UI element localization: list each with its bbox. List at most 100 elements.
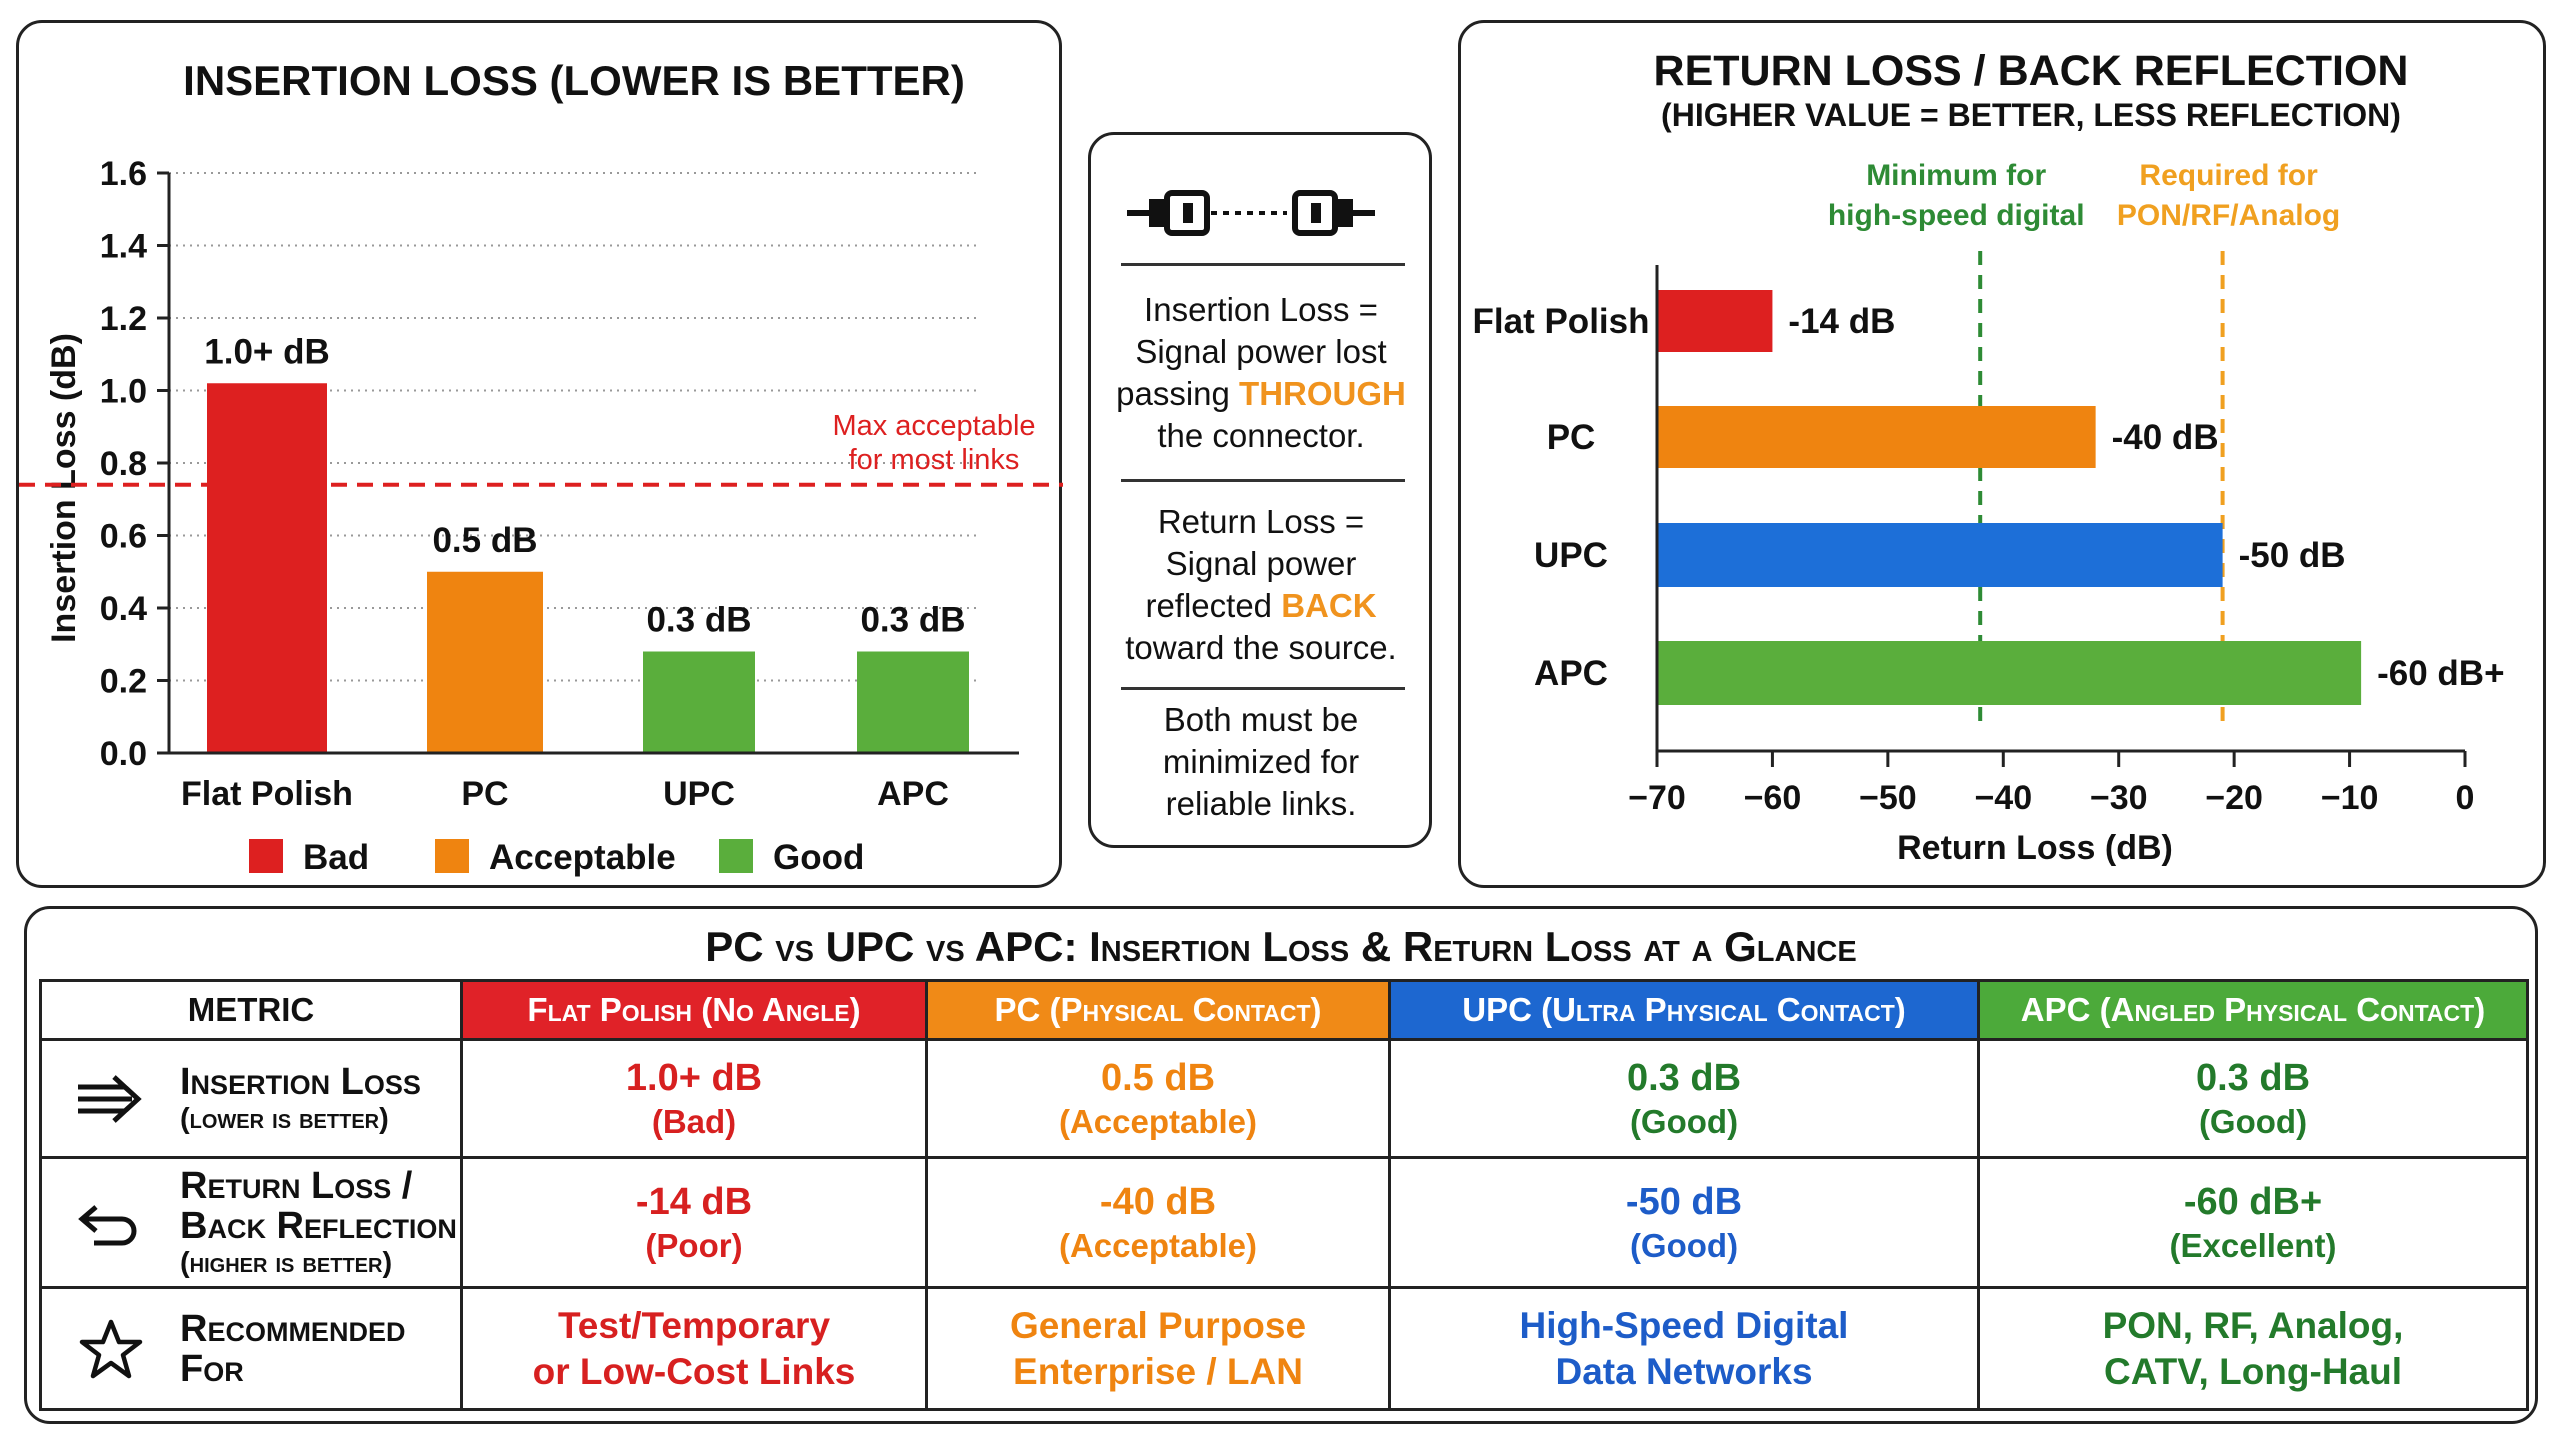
cell-note: (Good) — [1629, 1226, 1739, 1264]
legend-label: Good — [773, 838, 864, 877]
metric-title: Insertion Loss — [180, 1060, 421, 1103]
threshold-label-line1: Max acceptable — [832, 410, 1035, 442]
x-tick-label: 0 — [2456, 779, 2475, 817]
cell-line: General Purpose — [1009, 1304, 1307, 1346]
cell-upc-recommended: High-Speed Digital Data Networks — [1388, 1286, 1980, 1411]
y-tick-label: 1.4 — [100, 228, 147, 266]
y-category-label: PC — [1547, 418, 1596, 457]
x-tick-label: −10 — [2321, 779, 2379, 817]
cell-upc-insertion: 0.3 dB (Good) — [1388, 1038, 1980, 1159]
cell-line: High-Speed Digital — [1519, 1304, 1849, 1346]
return-x-axis-label: Return Loss (dB) — [1897, 829, 2173, 867]
cell-note: (Excellent) — [2169, 1226, 2337, 1264]
bar-data-label: 1.0+ dB — [204, 332, 329, 371]
cell-line: PON, RF, Analog, — [2102, 1304, 2404, 1346]
y-tick-label: 0.0 — [100, 735, 147, 773]
def-line: Signal power lost — [1135, 333, 1387, 370]
x-tick-label: APC — [877, 775, 949, 813]
cell-note: (Poor) — [645, 1226, 743, 1264]
cell-line: Test/Temporary — [557, 1304, 831, 1346]
cell-flat-recommended: Test/Temporary or Low-Cost Links — [460, 1286, 928, 1411]
def-line: passing THROUGH — [1111, 373, 1411, 415]
cell-note: (Good) — [1629, 1102, 1739, 1140]
table-row: Return Loss / Back Reflection (higher is… — [39, 1156, 2529, 1289]
insertion-loss-definition: Insertion Loss = Signal power lost passi… — [1111, 289, 1411, 457]
y-category-label: APC — [1534, 654, 1608, 693]
bar-data-label: -60 dB+ — [2377, 654, 2504, 693]
cell-pc-return: -40 dB (Acceptable) — [925, 1156, 1391, 1289]
insertion-loss-panel: INSERTION LOSS (LOWER IS BETTER) Inserti… — [16, 20, 1063, 888]
comparison-table: METRIC Flat Polish (No Angle) PC (Physic… — [39, 979, 2529, 1411]
y-category-label: Flat Polish — [1473, 302, 1650, 341]
arrows-right-icon — [78, 1074, 142, 1123]
def-line: minimized for — [1162, 743, 1360, 780]
cell-pc-recommended: General Purpose Enterprise / LAN — [925, 1286, 1391, 1411]
cell-apc-recommended: PON, RF, Analog, CATV, Long-Haul — [1977, 1286, 2529, 1411]
y-tick-label: 1.6 — [100, 155, 147, 193]
divider — [1121, 479, 1405, 482]
metric-return-loss: Return Loss / Back Reflection (higher is… — [39, 1156, 463, 1289]
bar-apc — [857, 651, 969, 753]
bar-data-label: -40 dB — [2112, 418, 2219, 457]
reference-label-line1: Minimum for — [1866, 159, 2046, 192]
cell-note: (Acceptable) — [1058, 1226, 1258, 1264]
cell-pc-insertion: 0.5 dB (Acceptable) — [925, 1038, 1391, 1159]
def-line: Insertion Loss = — [1144, 291, 1378, 328]
cell-apc-return: -60 dB+ (Excellent) — [1977, 1156, 2529, 1289]
bar-upc — [643, 651, 755, 753]
table-row: Insertion Loss (lower is better) 1.0+ dB… — [39, 1038, 2529, 1159]
y-category-label: UPC — [1534, 536, 1608, 575]
reference-label-line1: Required for — [2139, 159, 2318, 192]
cell-value: -14 dB — [635, 1180, 753, 1223]
cell-value: 1.0+ dB — [625, 1056, 763, 1099]
return-chart-title: RETURN LOSS / BACK REFLECTION — [1654, 47, 2409, 95]
cell-line: or Low-Cost Links — [532, 1350, 856, 1392]
def-text: reflected — [1145, 587, 1282, 624]
x-tick-label: −40 — [1974, 779, 2032, 817]
divider — [1121, 687, 1405, 690]
comparison-table-panel: PC vs UPC vs APC: Insertion Loss & Retur… — [24, 906, 2538, 1424]
cell-upc-return: -50 dB (Good) — [1388, 1156, 1980, 1289]
bar-flat-polish — [207, 383, 327, 753]
bar-data-label: -50 dB — [2239, 536, 2346, 575]
cell-value: 0.5 dB — [1100, 1056, 1216, 1099]
bar-pc — [1657, 406, 2096, 468]
explainer-panel: Insertion Loss = Signal power lost passi… — [1088, 132, 1432, 848]
cell-flat-insertion: 1.0+ dB (Bad) — [460, 1038, 928, 1159]
y-tick-label: 0.6 — [100, 518, 147, 556]
y-tick-label: 0.4 — [100, 590, 147, 628]
legend-label: Acceptable — [489, 838, 676, 877]
header-flat-polish: Flat Polish (No Angle) — [460, 979, 928, 1041]
fiber-connector-icon — [1127, 190, 1375, 236]
def-line: Signal power — [1165, 545, 1357, 582]
y-tick-label: 1.2 — [100, 300, 147, 338]
x-tick-label: UPC — [663, 775, 735, 813]
star-icon — [79, 1319, 143, 1378]
def-line: the connector. — [1157, 417, 1365, 454]
return-loss-panel: RETURN LOSS / BACK REFLECTION (HIGHER VA… — [1458, 20, 2546, 888]
legend-label: Bad — [303, 838, 369, 877]
metric-subtitle: (higher is better) — [180, 1246, 393, 1279]
header-metric: METRIC — [39, 979, 463, 1041]
return-loss-chart: RETURN LOSS / BACK REFLECTION (HIGHER VA… — [1473, 47, 2505, 867]
cell-value: -40 dB — [1099, 1180, 1217, 1223]
legend-swatch — [719, 839, 753, 873]
metric-subtitle: (lower is better) — [180, 1102, 389, 1135]
metric-title: Recommended For — [180, 1307, 406, 1390]
def-line: Return Loss = — [1157, 503, 1365, 540]
cell-apc-insertion: 0.3 dB (Good) — [1977, 1038, 2529, 1159]
x-tick-label: −30 — [2090, 779, 2148, 817]
y-tick-label: 0.8 — [100, 445, 147, 483]
return-chart-subtitle: (HIGHER VALUE = BETTER, LESS REFLECTION) — [1661, 97, 2401, 133]
cell-flat-return: -14 dB (Poor) — [460, 1156, 928, 1289]
bar-apc — [1657, 641, 2362, 705]
cell-line: CATV, Long-Haul — [2103, 1350, 2403, 1392]
def-text: passing — [1116, 375, 1240, 412]
def-line: toward the source. — [1125, 629, 1397, 666]
x-tick-label: Flat Polish — [181, 775, 353, 813]
table-row: Recommended For Test/Temporary or Low-Cos… — [39, 1286, 2529, 1411]
table-header-row: METRIC Flat Polish (No Angle) PC (Physic… — [39, 979, 2529, 1041]
metric-recommended-for: Recommended For — [39, 1286, 463, 1411]
metric-insertion-loss: Insertion Loss (lower is better) — [39, 1038, 463, 1159]
cell-value: 0.3 dB — [1626, 1056, 1742, 1099]
